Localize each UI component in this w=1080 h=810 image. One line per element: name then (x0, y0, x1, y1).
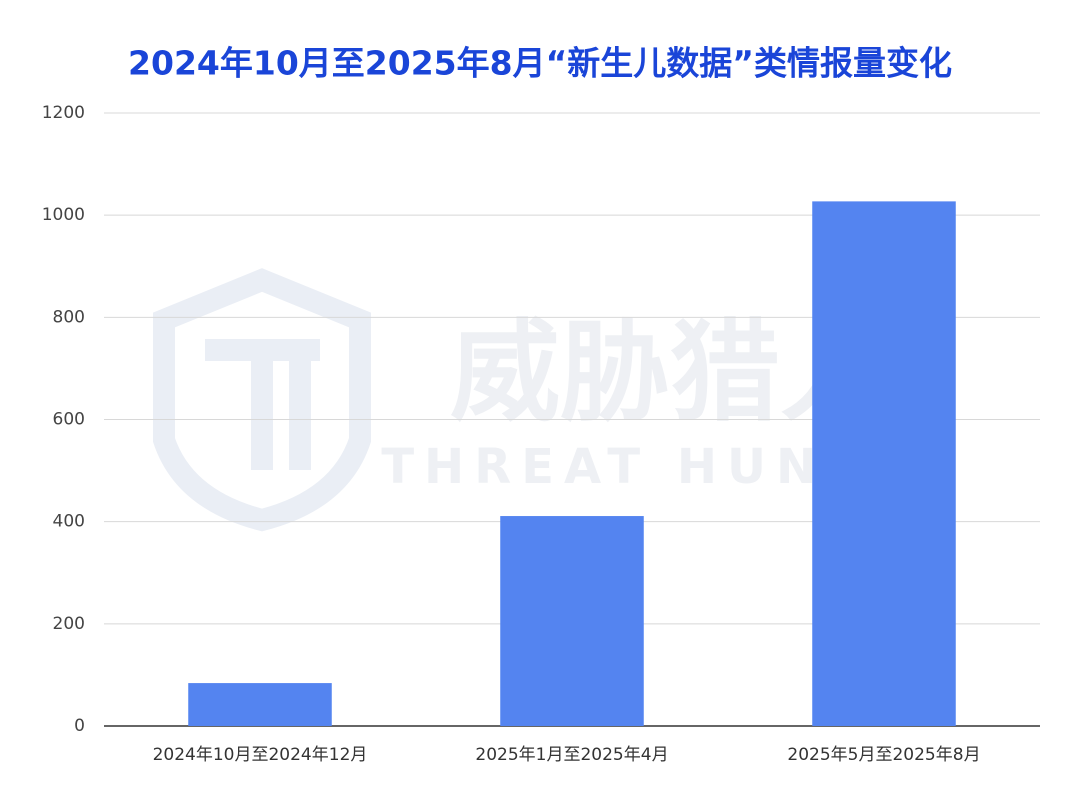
watermark-logo (153, 268, 371, 532)
bar (500, 516, 644, 726)
watermark-shield (153, 268, 371, 532)
bar (812, 201, 956, 727)
x-tick-label: 2024年10月至2024年12月 (153, 745, 368, 765)
y-tick-label: 200 (53, 614, 85, 634)
y-tick-label: 800 (53, 307, 85, 327)
y-tick-label: 0 (74, 716, 85, 736)
y-tick-label: 1200 (42, 103, 85, 123)
watermark-th (205, 339, 320, 470)
y-tick-label: 400 (53, 512, 85, 532)
y-tick-label: 600 (53, 410, 85, 430)
y-tick-label: 1000 (42, 205, 85, 225)
bar (188, 683, 332, 726)
chart-title: 2024年10月至2025年8月“新生儿数据”类情报量变化 (128, 44, 952, 83)
x-tick-label: 2025年5月至2025年8月 (787, 745, 980, 765)
x-tick-label: 2025年1月至2025年4月 (475, 745, 668, 765)
